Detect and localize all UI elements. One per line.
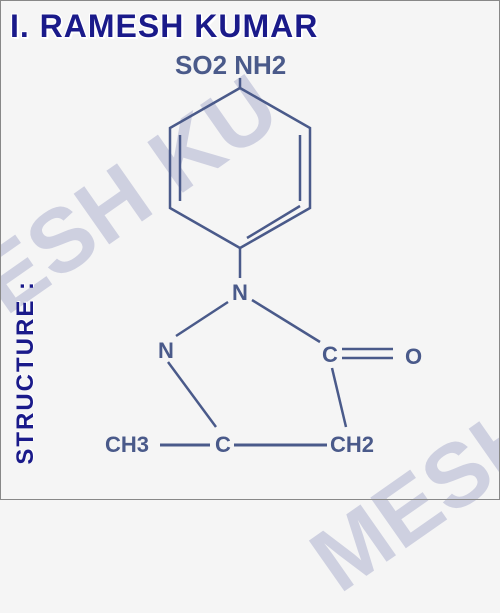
c-middle-label: C — [215, 432, 231, 458]
ch2-label: CH2 — [330, 432, 374, 458]
page-title: I. RAMESH KUMAR — [10, 8, 500, 45]
oxygen-label: O — [405, 344, 422, 370]
bottom-bonds — [0, 0, 500, 500]
